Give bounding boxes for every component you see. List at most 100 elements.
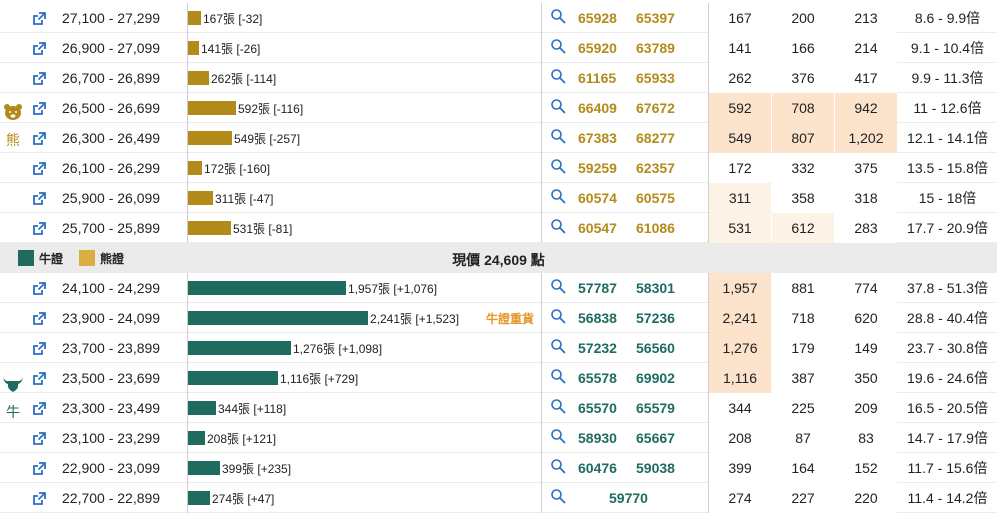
quantity-bar bbox=[188, 431, 205, 445]
leverage-range-cell: 13.5 - 15.8倍 bbox=[907, 160, 988, 176]
external-link-icon[interactable] bbox=[33, 222, 46, 235]
cbbc-code-link[interactable]: 67383 bbox=[578, 130, 617, 146]
cbbc-code-link[interactable]: 60476 bbox=[578, 460, 617, 476]
external-link-icon[interactable] bbox=[33, 432, 46, 445]
cbbc-code-link[interactable]: 66409 bbox=[578, 100, 617, 116]
cbbc-code-link[interactable]: 65570 bbox=[578, 400, 617, 416]
external-link-icon[interactable] bbox=[33, 192, 46, 205]
cbbc-code-link[interactable]: 57236 bbox=[636, 310, 675, 326]
cbbc-code-link[interactable]: 60574 bbox=[578, 190, 617, 206]
quantity-bar bbox=[188, 221, 231, 235]
cbbc-code-link[interactable]: 65928 bbox=[578, 10, 617, 26]
cbbc-code-link[interactable]: 68277 bbox=[636, 130, 675, 146]
magnifier-icon[interactable] bbox=[550, 128, 566, 144]
value-cell-1: 592 bbox=[709, 93, 771, 123]
magnifier-icon[interactable] bbox=[550, 38, 566, 54]
value-cell-2: 807 bbox=[772, 123, 834, 153]
quantity-bar-label: 172張 [-160] bbox=[204, 162, 271, 176]
strike-range-label: 22,900 - 23,099 bbox=[62, 460, 161, 476]
quantity-bar-label: 549張 [-257] bbox=[234, 132, 301, 146]
external-link-icon[interactable] bbox=[33, 162, 46, 175]
leverage-range-cell: 11 - 12.6倍 bbox=[913, 100, 982, 116]
magnifier-icon[interactable] bbox=[550, 188, 566, 204]
magnifier-icon[interactable] bbox=[550, 8, 566, 24]
value-cell-1: 1,276 bbox=[709, 333, 771, 363]
cbbc-code-link[interactable]: 60575 bbox=[636, 190, 675, 206]
value-cell-3: 149 bbox=[835, 333, 897, 363]
external-link-icon[interactable] bbox=[33, 72, 46, 85]
cbbc-code-link[interactable]: 63789 bbox=[636, 40, 675, 56]
bull-side-label: 牛 bbox=[6, 404, 20, 420]
external-link-icon[interactable] bbox=[33, 282, 46, 295]
external-link-icon[interactable] bbox=[33, 462, 46, 475]
cbbc-code-link[interactable]: 65578 bbox=[578, 370, 617, 386]
cbbc-code-link[interactable]: 60547 bbox=[578, 220, 617, 236]
leverage-range-cell: 9.1 - 10.4倍 bbox=[910, 40, 985, 56]
leverage-range-cell: 8.6 - 9.9倍 bbox=[914, 10, 981, 26]
value-cell-3: 83 bbox=[835, 423, 897, 453]
magnifier-icon[interactable] bbox=[550, 278, 566, 294]
cbbc-code-link[interactable]: 65397 bbox=[636, 10, 675, 26]
value-cell-3: 417 bbox=[835, 63, 897, 93]
magnifier-icon[interactable] bbox=[550, 218, 566, 234]
cbbc-code-link[interactable]: 65667 bbox=[636, 430, 675, 446]
magnifier-icon[interactable] bbox=[550, 488, 566, 504]
cbbc-code-link[interactable]: 57787 bbox=[578, 280, 617, 296]
bear-table-row: 311 358 318 15 - 18倍 25,900 - 26,099 311張 [-4… bbox=[0, 183, 1003, 213]
cbbc-code-link[interactable]: 57232 bbox=[578, 340, 617, 356]
bull-legend-swatch bbox=[18, 250, 34, 266]
cbbc-code-link[interactable]: 65579 bbox=[636, 400, 675, 416]
quantity-bar-label: 208張 [+121] bbox=[207, 432, 277, 446]
external-link-icon[interactable] bbox=[33, 102, 46, 115]
magnifier-icon[interactable] bbox=[550, 338, 566, 354]
magnifier-icon[interactable] bbox=[550, 308, 566, 324]
magnifier-icon[interactable] bbox=[550, 458, 566, 474]
cbbc-code-link[interactable]: 58930 bbox=[578, 430, 617, 446]
quantity-bar-label: 1,957張 [+1,076] bbox=[348, 282, 438, 296]
value-cell-1: 549 bbox=[709, 123, 771, 153]
magnifier-icon[interactable] bbox=[550, 428, 566, 444]
quantity-bar-label: 262張 [-114] bbox=[211, 72, 277, 86]
cbbc-code-link[interactable]: 67672 bbox=[636, 100, 675, 116]
external-link-icon[interactable] bbox=[33, 372, 46, 385]
value-cell-3: 318 bbox=[835, 183, 897, 213]
cbbc-code-link[interactable]: 65920 bbox=[578, 40, 617, 56]
external-link-icon[interactable] bbox=[33, 312, 46, 325]
magnifier-icon[interactable] bbox=[550, 68, 566, 84]
strike-range-label: 24,100 - 24,299 bbox=[62, 280, 161, 296]
external-link-icon[interactable] bbox=[33, 492, 46, 505]
cbbc-code-link[interactable]: 59770 bbox=[609, 490, 648, 506]
cbbc-code-link[interactable]: 61165 bbox=[578, 70, 617, 86]
quantity-bar-label: 531張 [-81] bbox=[233, 222, 293, 236]
value-cell-2: 881 bbox=[772, 273, 834, 303]
strike-range-label: 26,900 - 27,099 bbox=[62, 40, 161, 56]
cbbc-code-link[interactable]: 65933 bbox=[636, 70, 675, 86]
cbbc-distribution-table: 167 200 213 8.6 - 9.9倍 27,100 - 27,299 167張 [… bbox=[0, 3, 1003, 513]
strike-range-label: 26,700 - 26,899 bbox=[62, 70, 161, 86]
cbbc-code-link[interactable]: 56560 bbox=[636, 340, 675, 356]
cbbc-code-link[interactable]: 61086 bbox=[636, 220, 675, 236]
cbbc-code-link[interactable]: 56838 bbox=[578, 310, 617, 326]
magnifier-icon[interactable] bbox=[550, 98, 566, 114]
value-cell-3: 942 bbox=[835, 93, 897, 123]
cbbc-code-link[interactable]: 62357 bbox=[636, 160, 675, 176]
bear-icon bbox=[4, 104, 22, 120]
cbbc-code-link[interactable]: 69902 bbox=[636, 370, 675, 386]
value-cell-1: 1,116 bbox=[709, 363, 771, 393]
quantity-bar-label: 592張 [-116] bbox=[238, 102, 304, 116]
external-link-icon[interactable] bbox=[33, 342, 46, 355]
external-link-icon[interactable] bbox=[33, 132, 46, 145]
cbbc-code-link[interactable]: 59038 bbox=[636, 460, 675, 476]
external-link-icon[interactable] bbox=[33, 42, 46, 55]
external-link-icon[interactable] bbox=[33, 402, 46, 415]
cbbc-code-link[interactable]: 58301 bbox=[636, 280, 675, 296]
strike-range-label: 23,900 - 24,099 bbox=[62, 310, 161, 326]
magnifier-icon[interactable] bbox=[550, 368, 566, 384]
leverage-range-cell: 16.5 - 20.5倍 bbox=[907, 400, 988, 416]
cbbc-code-link[interactable]: 59259 bbox=[578, 160, 617, 176]
quantity-bar-label: 2,241張 [+1,523] bbox=[370, 312, 460, 326]
magnifier-icon[interactable] bbox=[550, 398, 566, 414]
strike-range-label: 23,500 - 23,699 bbox=[62, 370, 161, 386]
magnifier-icon[interactable] bbox=[550, 158, 566, 174]
external-link-icon[interactable] bbox=[33, 12, 46, 25]
